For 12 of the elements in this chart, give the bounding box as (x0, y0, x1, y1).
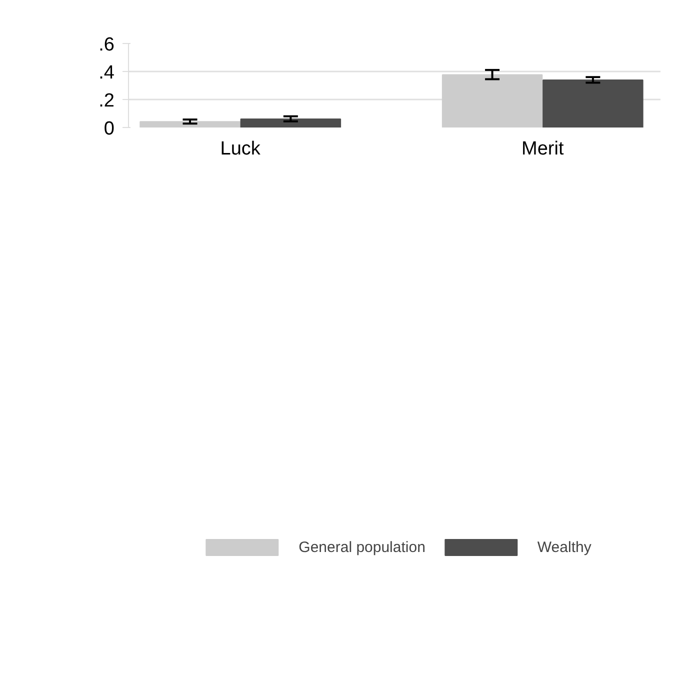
bar (542, 80, 644, 128)
legend-label: Wealthy (537, 538, 592, 556)
y-tick-label: .6 (98, 34, 115, 56)
bar (442, 74, 543, 128)
x-tick-label: Merit (522, 138, 564, 160)
legend-label: General population (298, 538, 426, 556)
bar (240, 118, 342, 128)
bar (140, 121, 240, 128)
y-tick-label: .4 (98, 62, 115, 84)
y-tick-label: 0 (104, 118, 115, 140)
x-tick-label: Luck (220, 138, 261, 160)
y-tick-label: .2 (98, 90, 115, 112)
